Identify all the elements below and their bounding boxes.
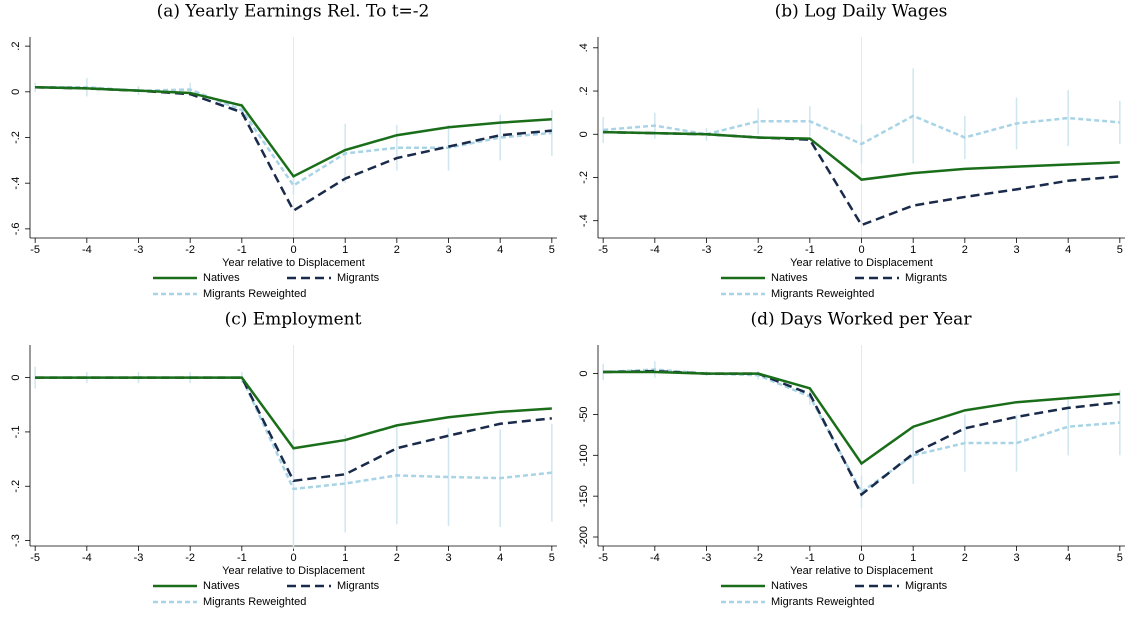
x-tick-label: 3	[1013, 552, 1019, 564]
y-tick-label: 0	[578, 371, 590, 377]
x-tick-label: -1	[805, 244, 815, 256]
legend-label: Migrants	[337, 272, 380, 284]
y-tick-label: -200	[578, 526, 590, 548]
y-tick-label: -.2	[10, 480, 22, 493]
x-tick-label: 5	[1117, 552, 1123, 564]
series-line	[35, 376, 552, 491]
x-tick-label: -4	[650, 244, 660, 256]
legend-label: Migrants Reweighted	[771, 288, 874, 300]
legend-label: Natives	[771, 580, 808, 592]
y-tick-label: -100	[578, 444, 590, 466]
y-tick-label: -.2	[10, 131, 22, 144]
y-tick-label: 0	[10, 89, 22, 95]
x-tick-label: -3	[134, 244, 144, 256]
x-tick-label: -2	[753, 552, 763, 564]
y-tick-label: 0	[10, 375, 22, 381]
y-tick-label: -.4	[578, 214, 590, 227]
series-line	[603, 130, 1120, 181]
legend-label: Migrants Reweighted	[203, 596, 306, 608]
x-tick-label: -3	[134, 552, 144, 564]
series-line	[603, 368, 1120, 494]
legend-label: Migrants Reweighted	[203, 288, 306, 300]
legend-label: Natives	[771, 272, 808, 284]
x-tick-label: -1	[237, 552, 247, 564]
x-tick-label: 1	[910, 244, 916, 256]
y-tick-label: -.2	[578, 171, 590, 184]
x-tick-label: 2	[394, 552, 400, 564]
panel: (c) Employment 0 -.1 -.2 -.3 -5 -4 -3 -2 -1 0 1 2 3 4 5…	[10, 310, 557, 608]
legend-label: Migrants Reweighted	[771, 596, 874, 608]
x-tick-label: 2	[962, 244, 968, 256]
y-tick-label: -.4	[10, 177, 22, 190]
x-tick-label: 0	[858, 552, 864, 564]
panel: (d) Days Worked per Year0-50-100-150-200…	[578, 310, 1125, 608]
y-tick-label: -.6	[10, 222, 22, 235]
x-tick-label: 1	[342, 244, 348, 256]
panel-title: (a) Yearly Earnings Rel. To t=-2	[157, 2, 430, 22]
x-tick-label: -4	[82, 244, 92, 256]
x-tick-label: 1	[910, 552, 916, 564]
series-line	[35, 86, 552, 188]
x-tick-label: 4	[1065, 244, 1071, 256]
x-tick-label: 2	[962, 552, 968, 564]
x-tick-label: 2	[394, 244, 400, 256]
x-tick-label: 3	[1013, 244, 1019, 256]
legend-label: Migrants	[905, 580, 948, 592]
x-tick-label: -5	[30, 244, 40, 256]
y-tick-label: .2	[578, 86, 590, 95]
x-tick-label: 3	[445, 552, 451, 564]
panel: (b) Log Daily Wages .4 .2 0 -.2 -.4 -5 -4 -3 -2 -1…	[578, 2, 1125, 300]
y-tick-label: -50	[578, 406, 590, 422]
legend-label: Natives	[203, 272, 240, 284]
x-tick-label: -5	[30, 552, 40, 564]
x-tick-label: -1	[805, 552, 815, 564]
x-tick-label: -2	[185, 244, 195, 256]
panel-title: (c) Employment	[225, 310, 362, 330]
x-tick-label: 4	[497, 244, 503, 256]
y-tick-label: -150	[578, 485, 590, 507]
panel: (a) Yearly Earnings Rel. To t=-2 .2 0 -.2 -.…	[10, 2, 557, 300]
y-tick-label: .2	[10, 42, 22, 51]
x-tick-label: -4	[650, 552, 660, 564]
x-tick-label: 0	[858, 244, 864, 256]
legend-label: Migrants	[905, 272, 948, 284]
series-line	[603, 370, 1120, 466]
x-tick-label: -5	[598, 244, 608, 256]
x-tick-label: 0	[290, 244, 296, 256]
x-axis-label: Year relative to Displacement	[790, 565, 933, 577]
x-tick-label: 4	[497, 552, 503, 564]
x-tick-label: -1	[237, 244, 247, 256]
series-line	[35, 376, 552, 450]
x-axis-label: Year relative to Displacement	[790, 257, 933, 269]
x-tick-label: -3	[702, 244, 712, 256]
legend-label: Natives	[203, 580, 240, 592]
panel-title: (b) Log Daily Wages	[775, 2, 948, 22]
x-tick-label: -4	[82, 552, 92, 564]
x-tick-label: 5	[549, 244, 555, 256]
series-line	[35, 86, 552, 178]
panel-title: (d) Days Worked per Year	[751, 310, 973, 330]
x-tick-label: 4	[1065, 552, 1071, 564]
x-tick-label: -5	[598, 552, 608, 564]
y-tick-label: 0	[578, 131, 590, 137]
y-tick-label: -.1	[10, 425, 22, 438]
series-line	[603, 114, 1120, 146]
x-tick-label: 3	[445, 244, 451, 256]
x-tick-label: -3	[702, 552, 712, 564]
x-tick-label: 5	[549, 552, 555, 564]
x-tick-label: 5	[1117, 244, 1123, 256]
x-tick-label: -2	[753, 244, 763, 256]
y-tick-label: .4	[578, 43, 590, 52]
legend-label: Migrants	[337, 580, 380, 592]
x-tick-label: 1	[342, 552, 348, 564]
x-tick-label: -2	[185, 552, 195, 564]
x-axis-label: Year relative to Displacement	[222, 565, 365, 577]
y-tick-label: -.3	[10, 534, 22, 547]
x-axis-label: Year relative to Displacement	[222, 257, 365, 269]
x-tick-label: 0	[290, 552, 296, 564]
